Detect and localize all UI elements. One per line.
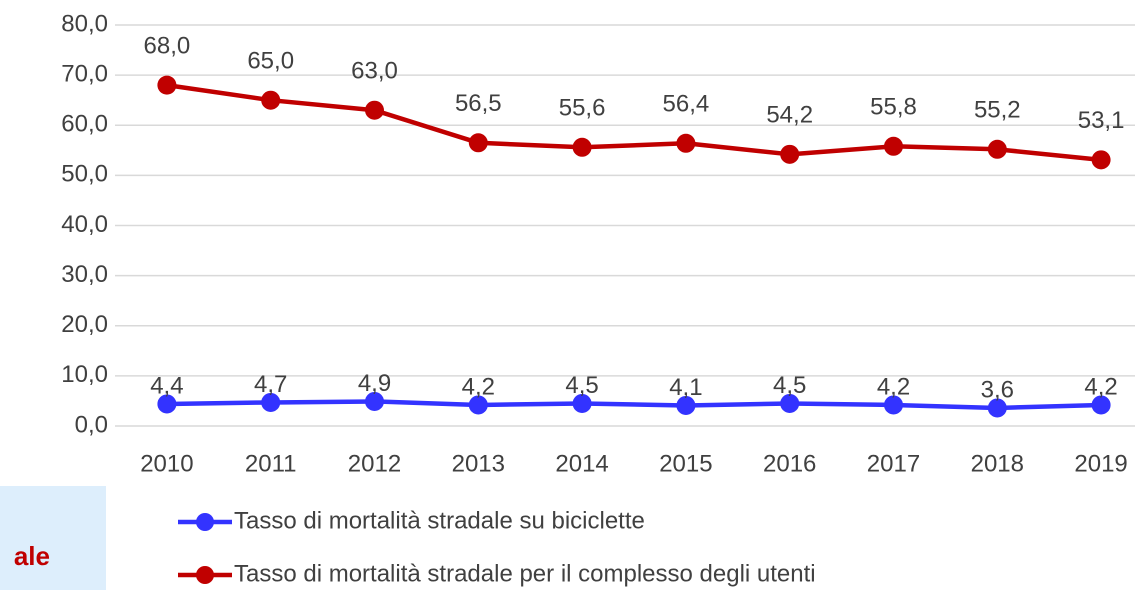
point <box>365 391 384 411</box>
y-tick-label: 10,0 <box>61 361 108 388</box>
point <box>468 133 488 153</box>
point <box>987 398 1007 418</box>
legend-label: Tasso di mortalità stradale su biciclett… <box>234 507 645 534</box>
value-label: 4,5 <box>565 372 598 399</box>
value-label: 56,5 <box>455 90 502 117</box>
legend-marker <box>196 513 214 531</box>
point <box>157 394 177 414</box>
value-label: 4,9 <box>358 370 391 397</box>
x-tick-label: 2019 <box>1074 450 1127 477</box>
value-label: 4,2 <box>877 373 910 400</box>
value-label: 4,2 <box>1084 373 1117 400</box>
y-tick-label: 80,0 <box>61 10 108 37</box>
y-tick-label: 20,0 <box>61 311 108 338</box>
y-tick-label: 0,0 <box>75 411 108 438</box>
point <box>780 144 800 164</box>
x-tick-label: 2012 <box>348 450 401 477</box>
x-tick-label: 2011 <box>245 450 297 477</box>
value-label: 56,4 <box>663 91 710 118</box>
value-label: 55,8 <box>870 94 917 121</box>
point <box>884 136 903 156</box>
x-tick-label: 2016 <box>763 450 816 477</box>
y-tick-label: 50,0 <box>61 161 108 188</box>
value-label: 55,6 <box>559 95 606 122</box>
point <box>468 395 488 415</box>
note-text: ale <box>14 541 50 571</box>
x-tick-label: 2010 <box>140 450 193 477</box>
y-tick-label: 30,0 <box>61 261 108 288</box>
x-tick-label: 2013 <box>452 450 505 477</box>
point <box>1091 150 1111 170</box>
value-label: 4,1 <box>669 374 702 401</box>
value-label: 4,5 <box>773 372 806 399</box>
point <box>884 395 903 415</box>
value-label: 63,0 <box>351 58 398 85</box>
y-tick-label: 70,0 <box>61 60 108 87</box>
value-label: 55,2 <box>974 97 1021 124</box>
point <box>676 395 696 415</box>
x-tick-label: 2018 <box>971 450 1024 477</box>
point <box>987 139 1007 159</box>
point <box>261 392 281 412</box>
x-tick-label: 2014 <box>555 450 608 477</box>
value-label: 53,1 <box>1078 107 1125 134</box>
x-tick-label: 2017 <box>867 450 920 477</box>
point <box>261 90 281 110</box>
legend-marker <box>196 566 214 584</box>
value-label: 4,4 <box>150 372 183 399</box>
x-tick-label: 2015 <box>659 450 712 477</box>
note-box <box>0 486 106 590</box>
point <box>780 393 800 413</box>
point <box>572 393 592 413</box>
y-tick-label: 40,0 <box>61 211 108 238</box>
point <box>676 133 696 153</box>
point <box>157 75 177 95</box>
series-line <box>166 82 1102 163</box>
value-label: 65,0 <box>247 48 294 75</box>
value-label: 4,7 <box>254 371 287 398</box>
point <box>572 137 592 157</box>
point <box>1091 395 1111 415</box>
legend-label: Tasso di mortalità stradale per il compl… <box>234 560 816 587</box>
value-label: 4,2 <box>462 373 495 400</box>
series-line <box>166 399 1102 411</box>
y-tick-label: 60,0 <box>61 111 108 138</box>
value-label: 54,2 <box>766 102 813 129</box>
value-label: 3,6 <box>981 376 1014 403</box>
value-label: 68,0 <box>144 32 191 59</box>
point <box>365 100 384 120</box>
